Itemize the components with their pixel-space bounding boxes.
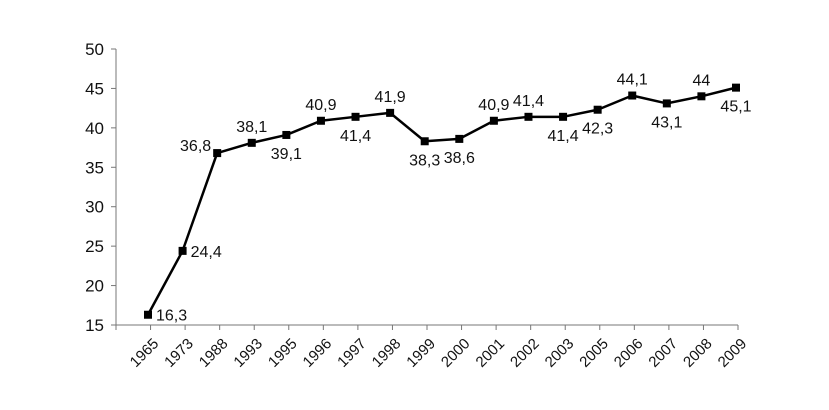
data-label: 40,9	[478, 97, 509, 114]
data-point-marker	[489, 116, 498, 125]
x-tick-label: 1999	[403, 335, 439, 371]
data-point-marker	[593, 105, 602, 114]
data-point-marker	[455, 134, 464, 143]
data-point-marker	[524, 112, 533, 121]
data-label: 39,1	[271, 146, 302, 163]
data-label: 41,4	[513, 93, 544, 110]
data-point-marker	[144, 310, 152, 319]
data-labels: 16,324,436,838,139,140,941,441,938,3 38,6…	[156, 72, 752, 325]
x-tick-label: 2005	[576, 335, 612, 371]
x-tick-label: 1996	[300, 335, 336, 371]
y-tick-label: 20	[85, 277, 104, 296]
x-tick-label: 2007	[645, 335, 681, 371]
y-tick-label: 40	[85, 119, 104, 138]
data-label: 24,4	[191, 244, 222, 261]
data-label: 16,3	[156, 308, 187, 325]
y-axis-ticks: 15 20 25 30 35 40 45 50	[85, 40, 116, 335]
data-point-marker	[386, 108, 395, 117]
x-tick-label: 2006	[611, 335, 647, 371]
x-tick-label: 2003	[542, 335, 578, 371]
data-label: 42,3	[582, 121, 613, 138]
data-label: 38,6	[444, 150, 475, 167]
data-label: 41,9	[375, 89, 406, 106]
y-tick-label: 45	[85, 79, 104, 98]
y-tick-label: 50	[85, 40, 104, 59]
series-markers	[144, 83, 740, 319]
y-tick-label: 30	[85, 198, 104, 217]
data-label: 45,1	[720, 99, 751, 116]
x-tick-label: 1995	[265, 335, 301, 371]
x-tick-label: 2002	[507, 335, 543, 371]
y-tick-label: 15	[85, 316, 104, 335]
data-label: 44	[693, 72, 711, 89]
x-tick-label: 2009	[715, 335, 751, 371]
x-tick-label: 1997	[334, 335, 370, 371]
data-point-marker	[628, 91, 637, 100]
x-tick-label: 1993	[230, 335, 266, 371]
data-label: 41,4	[547, 128, 578, 145]
data-point-marker	[559, 112, 568, 121]
data-label: 38,3	[409, 152, 440, 169]
data-point-marker	[282, 130, 291, 139]
data-point-marker	[697, 92, 706, 101]
x-tick-label: 1965	[127, 335, 163, 371]
data-label: 43,1	[651, 114, 682, 131]
x-tick-label: 2001	[473, 335, 509, 371]
data-point-marker	[213, 149, 222, 158]
axes	[115, 49, 738, 326]
x-tick-label: 1973	[161, 335, 197, 371]
series-polyline	[146, 86, 737, 316]
data-point-marker	[316, 116, 325, 125]
x-tick-label: 1998	[369, 335, 405, 371]
data-point-marker	[247, 138, 256, 147]
x-tick-label: 2008	[680, 335, 716, 371]
data-label: 41,4	[340, 128, 371, 145]
x-axis-ticks: 1965197319881993199519961997199819992000…	[115, 325, 751, 371]
data-point-marker	[420, 137, 429, 146]
data-label: 36,8	[180, 138, 211, 155]
series-line	[146, 86, 737, 316]
data-point-marker	[178, 246, 187, 255]
data-point-marker	[351, 112, 360, 121]
data-point-marker	[732, 83, 740, 92]
data-label: 44,1	[617, 72, 648, 89]
data-point-marker	[662, 99, 671, 108]
y-tick-label: 35	[85, 158, 104, 177]
data-label: 38,1	[236, 119, 267, 136]
y-tick-label: 25	[85, 237, 104, 256]
data-label: 40,9	[305, 97, 336, 114]
x-tick-label: 1988	[196, 335, 232, 371]
x-tick-label: 2000	[438, 335, 474, 371]
